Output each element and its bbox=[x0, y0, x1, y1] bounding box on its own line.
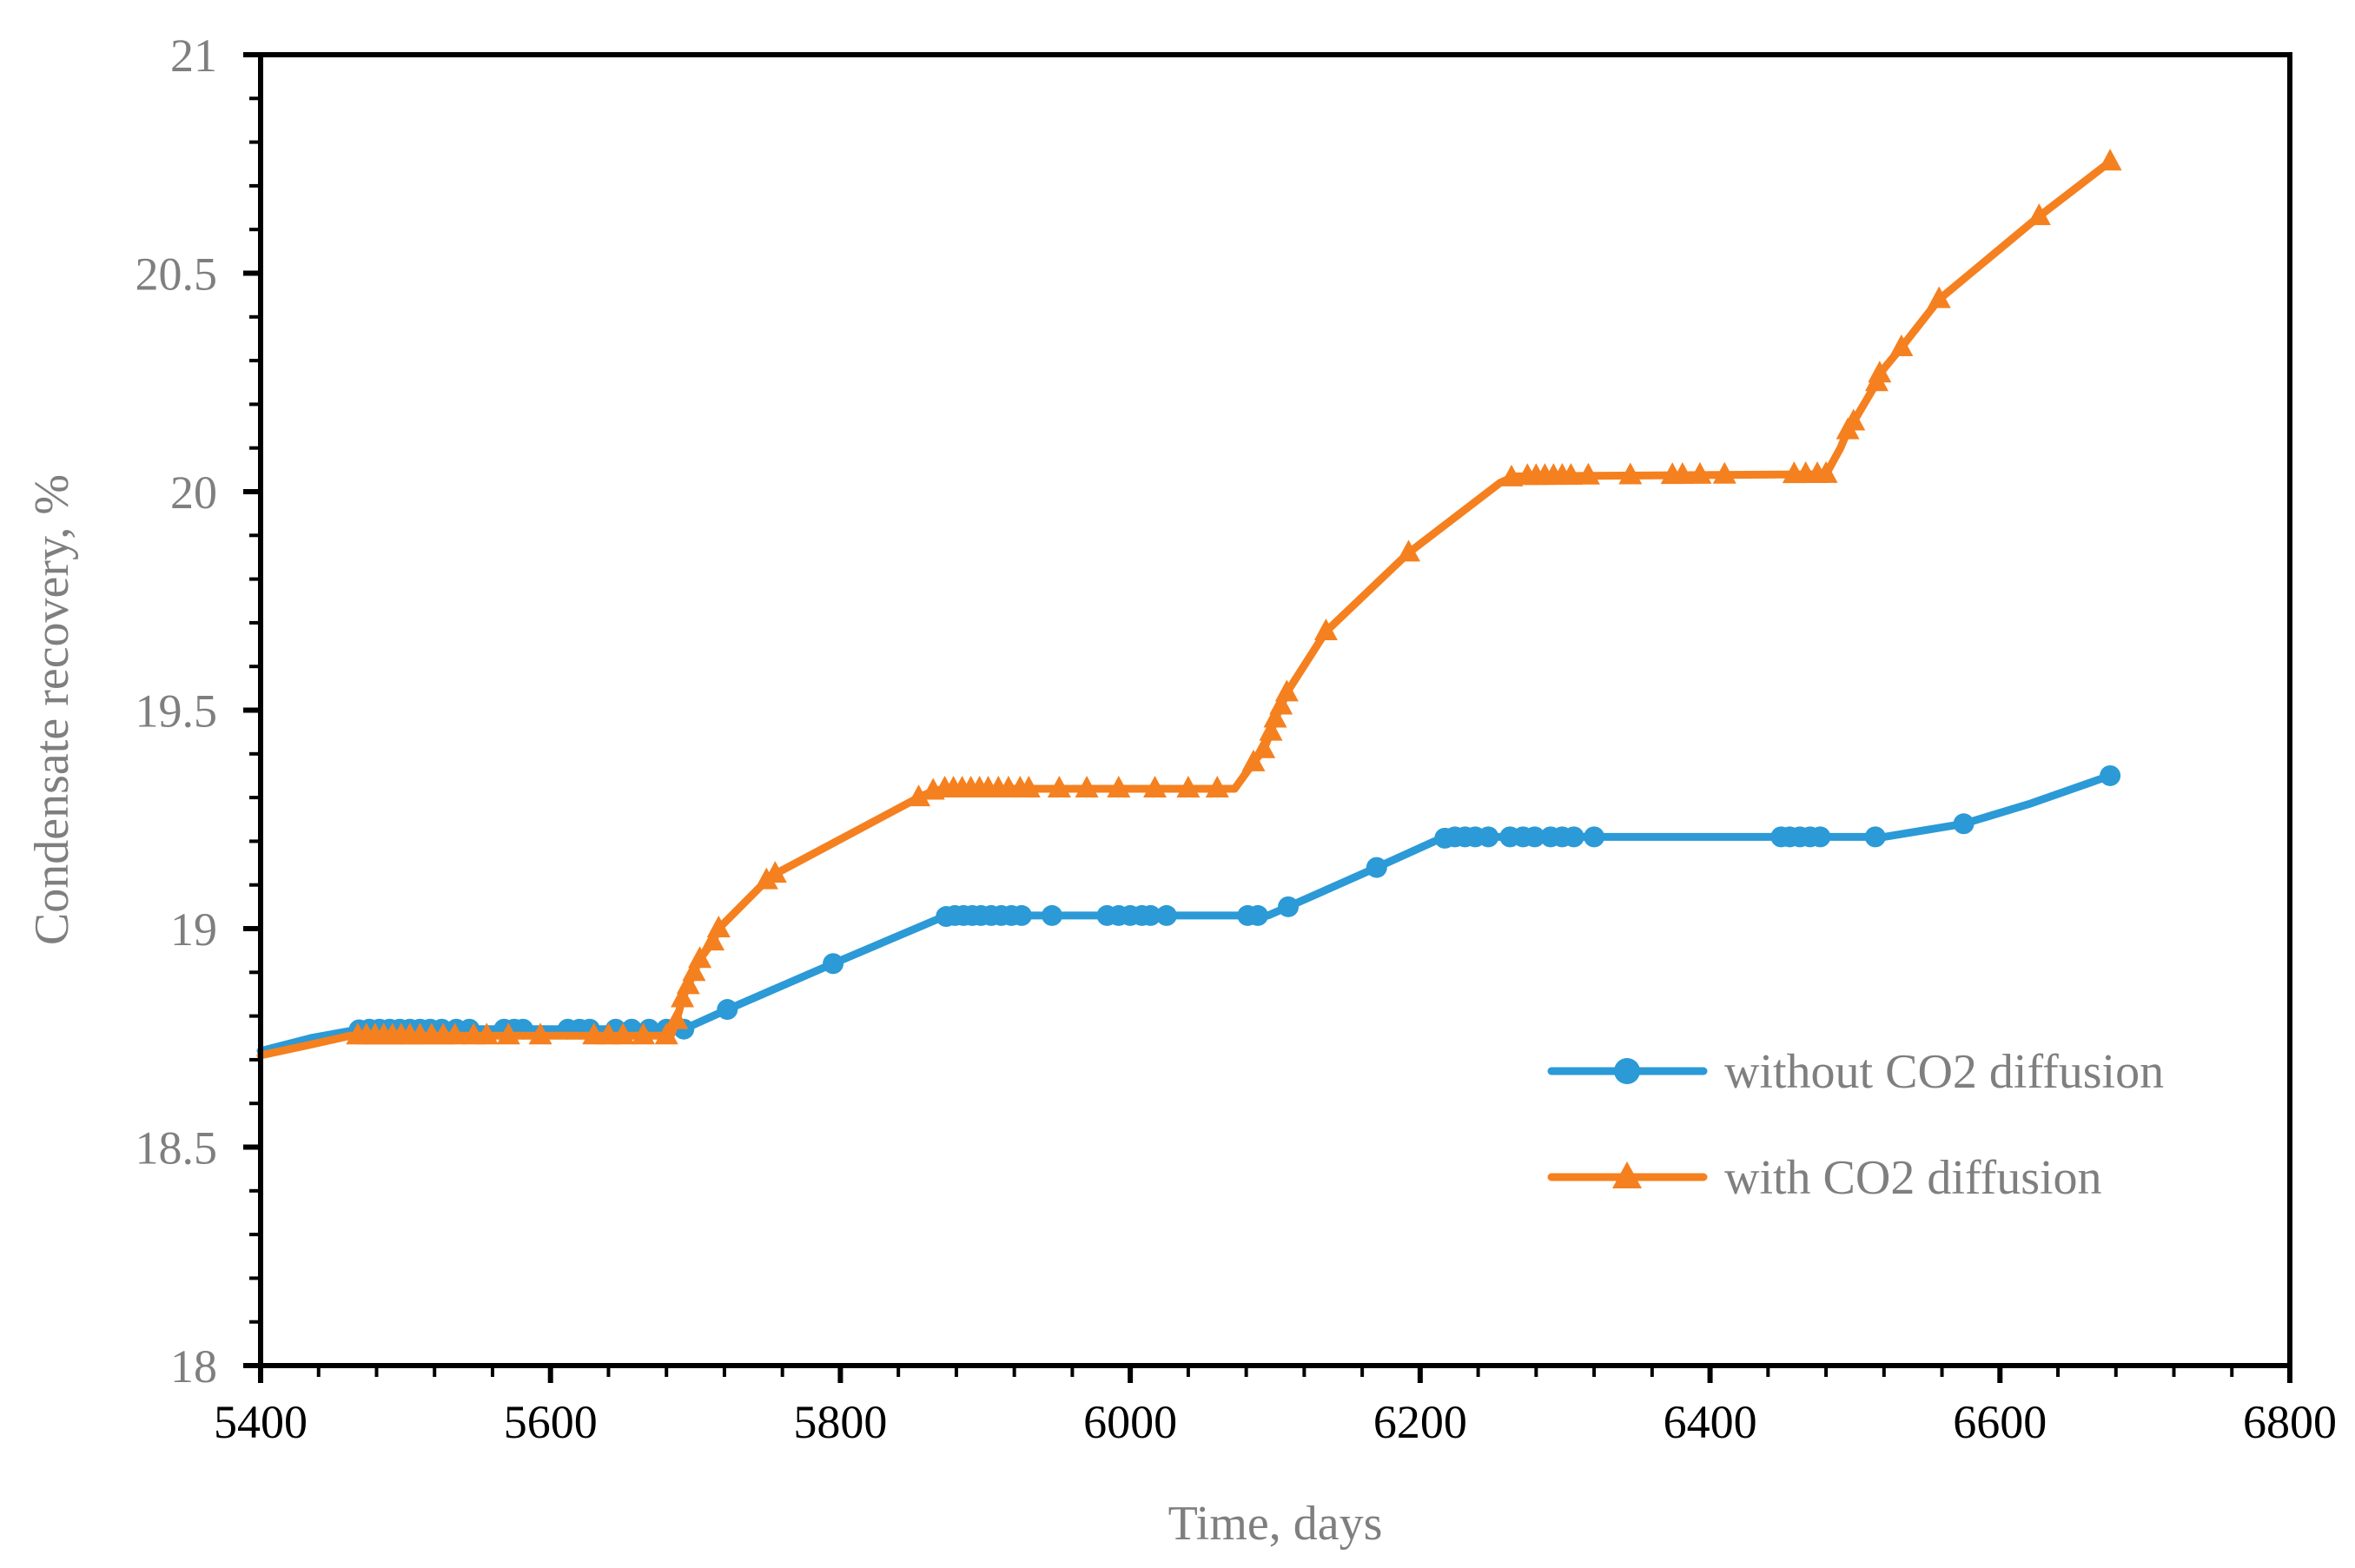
marker-triangle-with-co2-diffusion bbox=[1047, 776, 1071, 798]
marker-circle-without-co2-diffusion bbox=[1155, 904, 1177, 926]
marker-circle-without-co2-diffusion bbox=[1247, 904, 1268, 926]
marker-triangle-with-co2-diffusion bbox=[1176, 776, 1201, 798]
plot-area-border bbox=[258, 52, 2292, 1368]
marker-triangle-with-co2-diffusion bbox=[611, 1022, 635, 1045]
marker-triangle-with-co2-diffusion bbox=[1842, 408, 1866, 431]
marker-triangle-with-co2-diffusion bbox=[706, 916, 731, 937]
marker-triangle-with-co2-diffusion bbox=[1313, 618, 1338, 640]
marker-triangle-with-co2-diffusion bbox=[2027, 203, 2051, 226]
marker-circle-without-co2-diffusion bbox=[1809, 826, 1831, 848]
x-tick-label: 5400 bbox=[214, 1396, 308, 1448]
marker-triangle-with-co2-diffusion bbox=[1397, 539, 1421, 562]
marker-triangle-with-co2-diffusion bbox=[907, 784, 931, 807]
legend-label-without-co2-diffusion: without CO2 diffusion bbox=[1724, 1045, 2164, 1099]
marker-triangle-with-co2-diffusion bbox=[632, 1022, 656, 1045]
marker-triangle-with-co2-diffusion bbox=[1107, 776, 1131, 798]
marker-circle-without-co2-diffusion bbox=[1011, 904, 1032, 926]
y-tick-label: 19.5 bbox=[136, 685, 218, 738]
marker-circle-without-co2-diffusion bbox=[1042, 904, 1063, 926]
marker-triangle-with-co2-diffusion bbox=[1670, 462, 1695, 485]
series-line-with-co2-diffusion bbox=[256, 157, 2114, 1060]
y-axis-title: Condensate recovery, % bbox=[25, 474, 79, 945]
marker-triangle-with-co2-diffusion bbox=[1241, 749, 1266, 771]
y-tick-label: 18 bbox=[170, 1340, 217, 1393]
legend-marker-triangle bbox=[1612, 1161, 1642, 1188]
legend-swatches bbox=[1547, 1058, 1708, 1188]
marker-circle-without-co2-diffusion bbox=[2100, 764, 2121, 786]
marker-triangle-with-co2-diffusion bbox=[1889, 334, 1914, 357]
marker-triangle-with-co2-diffusion bbox=[701, 929, 725, 951]
marker-triangle-with-co2-diffusion bbox=[665, 1007, 689, 1029]
marker-triangle-with-co2-diffusion bbox=[763, 861, 787, 883]
y-tick-label: 18.5 bbox=[136, 1122, 218, 1174]
marker-circle-without-co2-diffusion bbox=[1563, 826, 1584, 848]
legend-label-with-co2-diffusion: with CO2 diffusion bbox=[1724, 1151, 2102, 1205]
marker-triangle-with-co2-diffusion bbox=[1576, 462, 1600, 485]
x-tick-label: 6200 bbox=[1373, 1396, 1467, 1448]
marker-triangle-with-co2-diffusion bbox=[676, 972, 700, 995]
marker-triangle-with-co2-diffusion bbox=[496, 1022, 520, 1045]
x-tick-label: 5600 bbox=[504, 1396, 598, 1448]
x-axis-title: Time, days bbox=[1168, 1497, 1383, 1551]
marker-triangle-with-co2-diffusion bbox=[1712, 461, 1736, 484]
marker-triangle-with-co2-diffusion bbox=[1252, 736, 1276, 758]
marker-triangle-with-co2-diffusion bbox=[1499, 464, 1524, 486]
marker-circle-without-co2-diffusion bbox=[1584, 826, 1605, 848]
x-tick-label: 6400 bbox=[1664, 1396, 1757, 1448]
marker-triangle-with-co2-diffusion bbox=[2098, 149, 2122, 171]
legend: without CO2 diffusion with CO2 diffusion bbox=[1547, 1045, 2164, 1205]
marker-triangle-with-co2-diffusion bbox=[1259, 718, 1283, 741]
marker-circle-without-co2-diffusion bbox=[1524, 826, 1545, 848]
marker-triangle-with-co2-diffusion bbox=[682, 959, 706, 982]
marker-triangle-with-co2-diffusion bbox=[1263, 705, 1287, 728]
marker-triangle-with-co2-diffusion bbox=[1868, 361, 1892, 383]
marker-triangle-with-co2-diffusion bbox=[1269, 692, 1293, 715]
marker-triangle-with-co2-diffusion bbox=[1016, 776, 1041, 798]
marker-triangle-with-co2-diffusion bbox=[1205, 776, 1229, 798]
series-line-without-co2-diffusion bbox=[256, 771, 2114, 1055]
marker-triangle-with-co2-diffusion bbox=[443, 1022, 467, 1045]
x-tick-label: 6600 bbox=[1953, 1396, 2047, 1448]
axis-tick-labels: 18 18.5 19 19.5 20 20.5 21 5400 5600 5800 6000 6200… bbox=[136, 30, 2338, 1448]
marker-circle-without-co2-diffusion bbox=[823, 953, 844, 975]
marker-circle-without-co2-diffusion bbox=[1140, 904, 1161, 926]
series-layer bbox=[256, 149, 2122, 1060]
marker-triangle-with-co2-diffusion bbox=[474, 1022, 499, 1045]
marker-triangle-with-co2-diffusion bbox=[1814, 460, 1838, 483]
marker-triangle-with-co2-diffusion bbox=[1618, 462, 1643, 485]
marker-triangle-with-co2-diffusion bbox=[1274, 679, 1299, 702]
marker-circle-without-co2-diffusion bbox=[717, 999, 738, 1021]
marker-circle-without-co2-diffusion bbox=[1864, 826, 1886, 848]
marker-circle-without-co2-diffusion bbox=[1478, 826, 1499, 848]
marker-circle-without-co2-diffusion bbox=[1366, 857, 1387, 878]
marker-triangle-with-co2-diffusion bbox=[1927, 286, 1951, 308]
y-tick-label: 21 bbox=[170, 30, 217, 82]
marker-circle-without-co2-diffusion bbox=[1953, 813, 1975, 835]
marker-triangle-with-co2-diffusion bbox=[1688, 461, 1712, 484]
marker-triangle-with-co2-diffusion bbox=[1143, 776, 1168, 798]
marker-circle-without-co2-diffusion bbox=[1278, 896, 1300, 917]
y-tick-label: 20.5 bbox=[136, 248, 218, 301]
x-tick-label: 5800 bbox=[793, 1396, 887, 1448]
x-tick-label: 6000 bbox=[1083, 1396, 1177, 1448]
marker-triangle-with-co2-diffusion bbox=[1075, 776, 1099, 798]
marker-triangle-with-co2-diffusion bbox=[671, 985, 695, 1008]
marker-triangle-with-co2-diffusion bbox=[1558, 462, 1583, 485]
y-tick-label: 20 bbox=[170, 466, 217, 519]
marker-triangle-with-co2-diffusion bbox=[528, 1022, 552, 1045]
y-tick-label: 19 bbox=[170, 903, 217, 956]
marker-triangle-with-co2-diffusion bbox=[688, 946, 712, 969]
x-tick-label: 6800 bbox=[2243, 1396, 2337, 1448]
marker-triangle-with-co2-diffusion bbox=[654, 1022, 678, 1045]
legend-marker-circle bbox=[1614, 1058, 1640, 1084]
